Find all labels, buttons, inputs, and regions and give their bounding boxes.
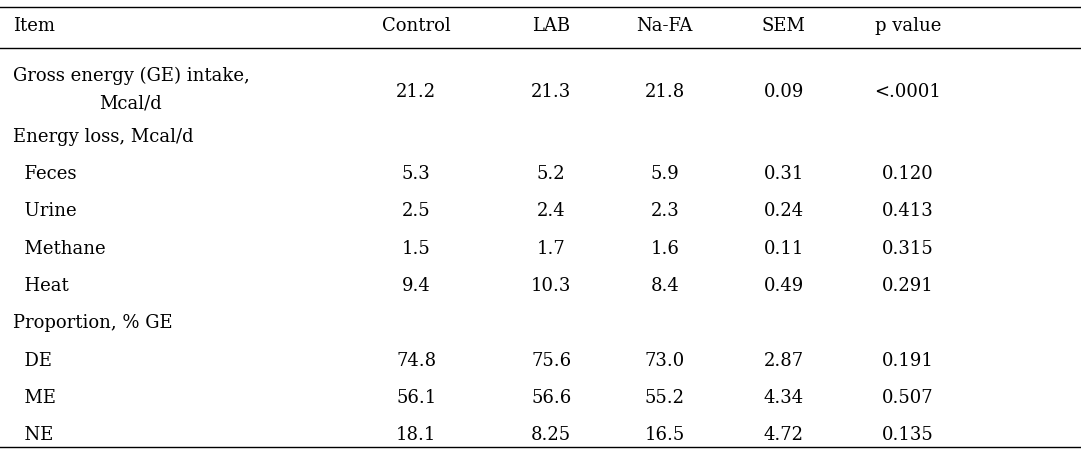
Text: 0.413: 0.413: [882, 202, 934, 221]
Text: Methane: Methane: [13, 240, 106, 258]
Text: 21.3: 21.3: [531, 83, 572, 101]
Text: 21.2: 21.2: [396, 83, 437, 101]
Text: 2.4: 2.4: [537, 202, 565, 221]
Text: 0.11: 0.11: [763, 240, 804, 258]
Text: 5.3: 5.3: [402, 165, 430, 183]
Text: LAB: LAB: [532, 17, 571, 35]
Text: 0.135: 0.135: [882, 426, 934, 445]
Text: 0.315: 0.315: [882, 240, 934, 258]
Text: 0.09: 0.09: [763, 83, 804, 101]
Text: 0.49: 0.49: [763, 277, 804, 295]
Text: 1.5: 1.5: [402, 240, 430, 258]
Text: 8.4: 8.4: [651, 277, 679, 295]
Text: 10.3: 10.3: [531, 277, 572, 295]
Text: 4.72: 4.72: [763, 426, 804, 445]
Text: NE: NE: [13, 426, 53, 445]
Text: 73.0: 73.0: [644, 352, 685, 370]
Text: 0.24: 0.24: [763, 202, 804, 221]
Text: 0.291: 0.291: [882, 277, 934, 295]
Text: Gross energy (GE) intake,: Gross energy (GE) intake,: [13, 67, 250, 85]
Text: ME: ME: [13, 389, 56, 407]
Text: Heat: Heat: [13, 277, 69, 295]
Text: 21.8: 21.8: [644, 83, 685, 101]
Text: 0.507: 0.507: [882, 389, 934, 407]
Text: 2.87: 2.87: [763, 352, 804, 370]
Text: SEM: SEM: [762, 17, 805, 35]
Text: 18.1: 18.1: [396, 426, 437, 445]
Text: 16.5: 16.5: [644, 426, 685, 445]
Text: DE: DE: [13, 352, 52, 370]
Text: 1.7: 1.7: [537, 240, 565, 258]
Text: 8.25: 8.25: [531, 426, 572, 445]
Text: Mcal/d: Mcal/d: [99, 95, 162, 112]
Text: 0.31: 0.31: [763, 165, 804, 183]
Text: 1.6: 1.6: [651, 240, 679, 258]
Text: 74.8: 74.8: [396, 352, 437, 370]
Text: <.0001: <.0001: [875, 83, 942, 101]
Text: Proportion, % GE: Proportion, % GE: [13, 314, 173, 333]
Text: 0.191: 0.191: [882, 352, 934, 370]
Text: Urine: Urine: [13, 202, 77, 221]
Text: 5.2: 5.2: [537, 165, 565, 183]
Text: 2.5: 2.5: [402, 202, 430, 221]
Text: p value: p value: [875, 17, 942, 35]
Text: Feces: Feces: [13, 165, 77, 183]
Text: 55.2: 55.2: [644, 389, 685, 407]
Text: 9.4: 9.4: [402, 277, 430, 295]
Text: 56.6: 56.6: [531, 389, 572, 407]
Text: Item: Item: [13, 17, 55, 35]
Text: 2.3: 2.3: [651, 202, 679, 221]
Text: 0.120: 0.120: [882, 165, 934, 183]
Text: Control: Control: [382, 17, 451, 35]
Text: 56.1: 56.1: [396, 389, 437, 407]
Text: 75.6: 75.6: [531, 352, 572, 370]
Text: Energy loss, Mcal/d: Energy loss, Mcal/d: [13, 128, 193, 146]
Text: 5.9: 5.9: [651, 165, 679, 183]
Text: 4.34: 4.34: [763, 389, 804, 407]
Text: Na-FA: Na-FA: [637, 17, 693, 35]
